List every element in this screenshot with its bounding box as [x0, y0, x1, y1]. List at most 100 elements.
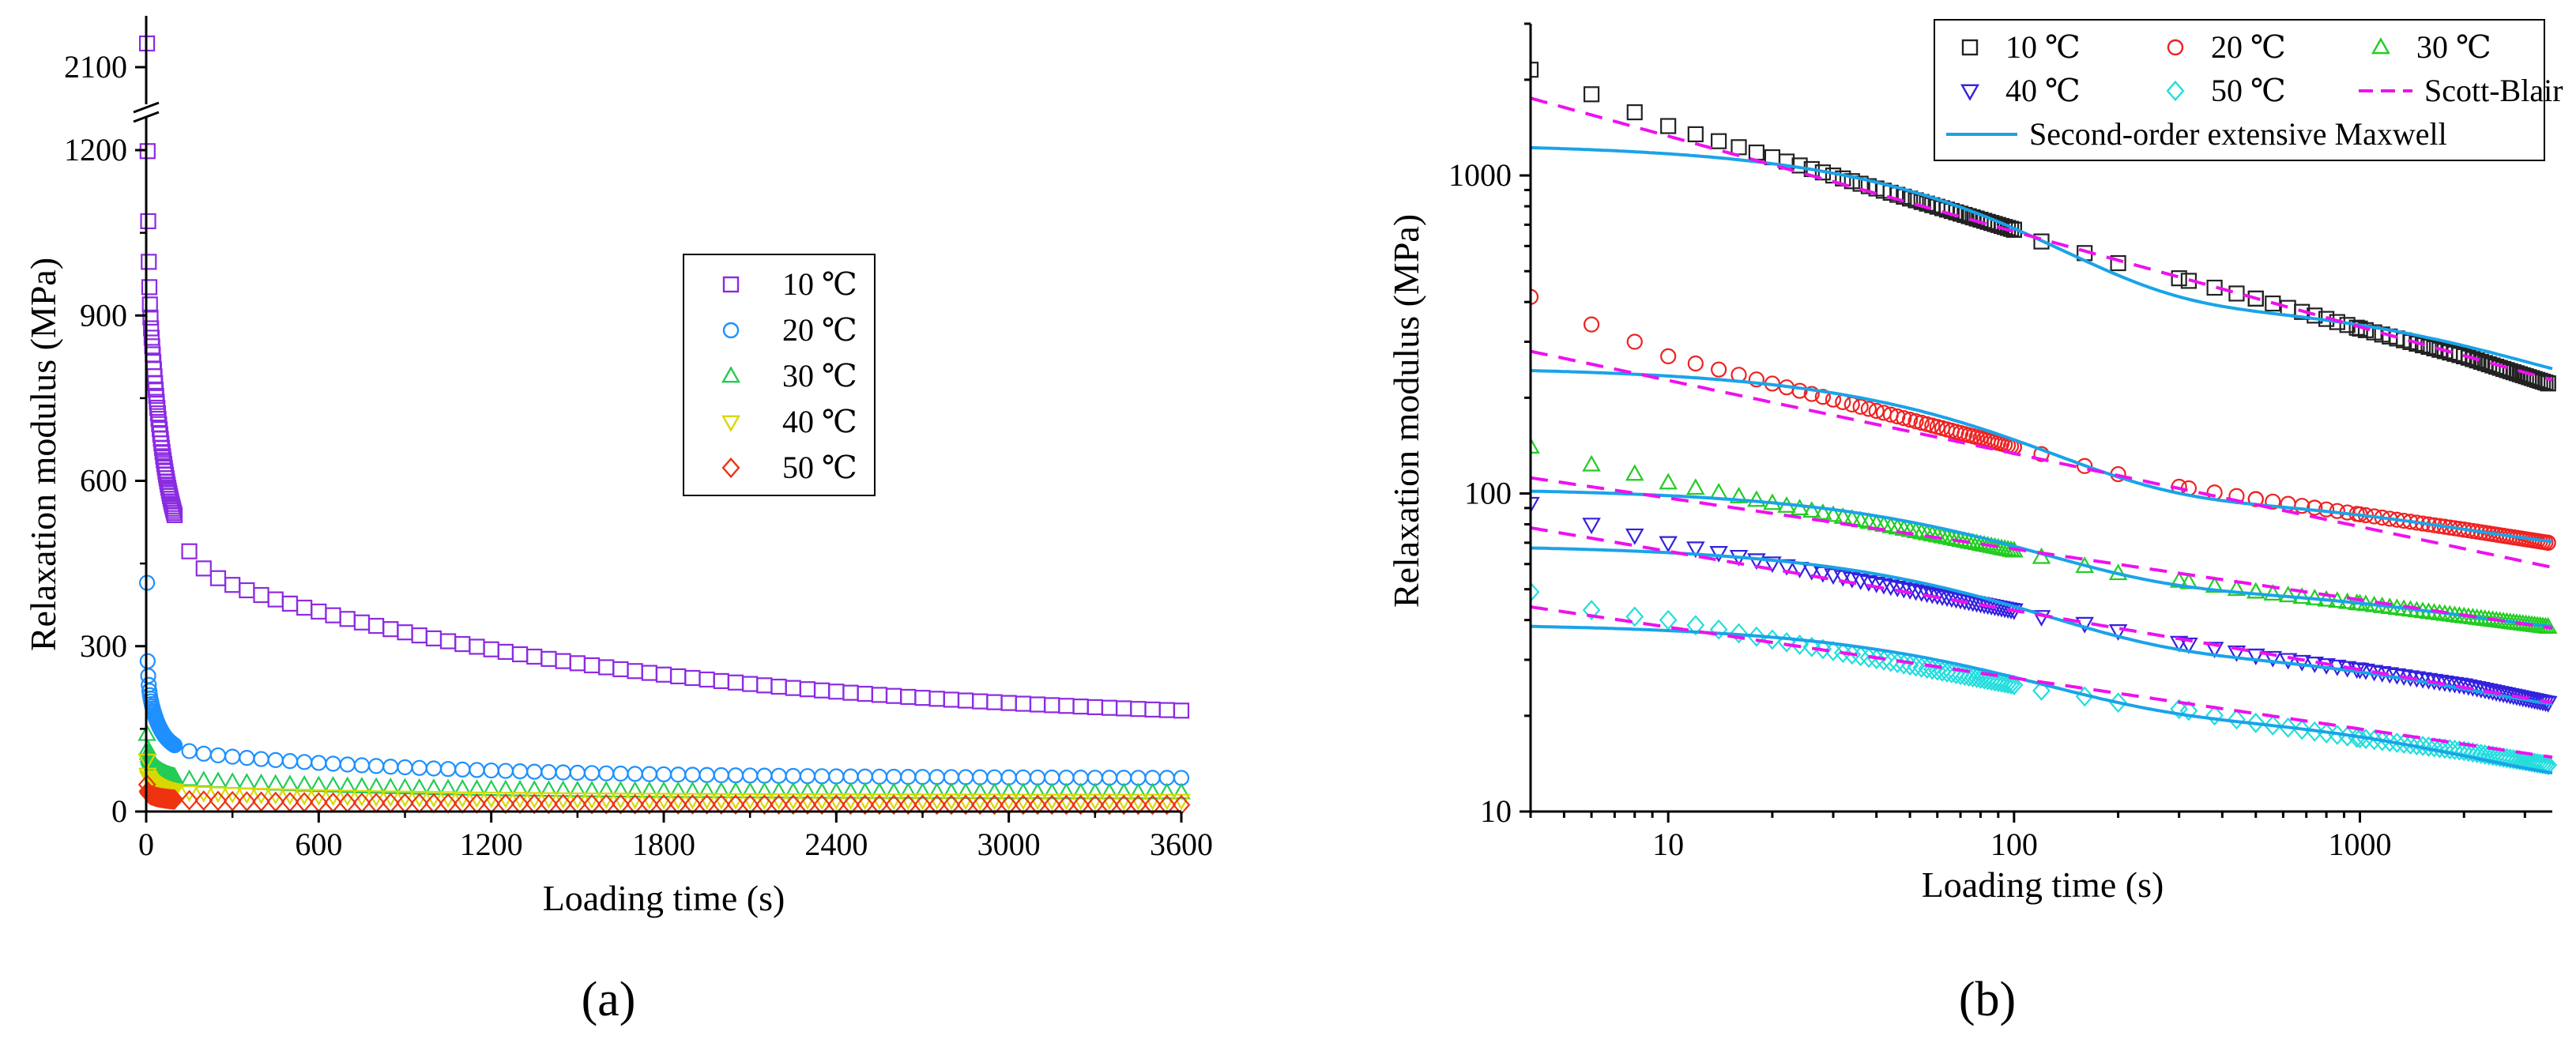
legend-marker: [721, 415, 740, 432]
data-point: [755, 794, 774, 815]
data-point: [1859, 647, 1878, 668]
data-point: [540, 793, 558, 815]
data-point: [598, 659, 615, 676]
data-point: [337, 776, 357, 793]
data-point: [1687, 126, 1704, 143]
data-point: [2247, 290, 2264, 307]
data-point: [2491, 747, 2510, 767]
data-point: [900, 769, 917, 785]
data-point: [143, 330, 160, 346]
panel-a-y-tick-label: 300: [80, 628, 127, 664]
data-point: [1086, 782, 1105, 800]
data-point: [483, 641, 499, 657]
data-point: [727, 767, 744, 784]
data-point: [397, 624, 413, 641]
data-point: [1791, 382, 1808, 399]
panel-b-data-marks: [1531, 62, 2558, 776]
data-point: [195, 745, 212, 762]
data-point: [237, 791, 256, 812]
data-point: [194, 785, 213, 803]
data-point: [1968, 668, 1986, 688]
data-point: [870, 794, 889, 815]
data-point: [972, 769, 989, 785]
data-point: [1582, 518, 1601, 535]
data-point: [140, 213, 156, 230]
data-point: [612, 661, 629, 678]
data-point: [1923, 525, 1942, 542]
data-point: [141, 296, 158, 313]
data-point: [927, 782, 947, 799]
data-point: [641, 766, 657, 782]
legend-label: 50 ℃: [2211, 73, 2286, 108]
data-point: [913, 782, 932, 799]
data-point: [194, 770, 213, 788]
data-point: [209, 570, 227, 586]
data-point: [1531, 437, 1540, 454]
data-point: [684, 794, 702, 815]
data-point: [1659, 609, 1678, 631]
data-point: [166, 737, 183, 754]
data-point: [1531, 288, 1539, 305]
data-point: [352, 777, 371, 793]
data-point: [555, 653, 571, 669]
scott-blair-fit-curve: [1531, 605, 2553, 759]
data-point: [2227, 645, 2246, 662]
data-point: [253, 586, 269, 604]
data-point: [1143, 782, 1162, 800]
data-point: [999, 782, 1019, 800]
data-point: [195, 560, 212, 577]
data-point: [986, 769, 1003, 785]
data-point: [942, 794, 961, 815]
data-point: [2408, 735, 2426, 755]
data-point: [295, 774, 314, 792]
data-point: [627, 766, 643, 782]
data-point: [886, 687, 902, 704]
data-point: [1172, 782, 1191, 800]
data-point: [1128, 782, 1148, 800]
data-point: [311, 603, 327, 620]
data-point: [900, 688, 917, 706]
data-point: [569, 655, 586, 672]
data-point: [267, 751, 284, 768]
data-point: [1835, 394, 1851, 410]
data-point: [2279, 717, 2298, 738]
panel-a-y-axis-title: Relaxation modulus (MPa): [23, 258, 63, 651]
data-point: [827, 781, 846, 799]
data-point: [2472, 744, 2491, 764]
legend-label: 30 ℃: [782, 358, 857, 394]
data-point: [2227, 579, 2246, 597]
data-point: [2292, 719, 2311, 740]
scott-blair-fit-curve: [1531, 96, 2553, 382]
data-point: [1057, 794, 1075, 815]
data-point: [1042, 782, 1062, 800]
data-point: [2205, 642, 2224, 659]
data-point: [150, 410, 167, 427]
data-point: [1868, 402, 1885, 420]
data-point: [1686, 541, 1705, 559]
data-point: [914, 769, 931, 785]
panel-a-x-tick-label: 3000: [977, 827, 1041, 862]
data-point: [626, 793, 644, 815]
scott-blair-fit-curve: [1531, 349, 2553, 569]
data-point: [654, 781, 673, 798]
data-point: [2540, 534, 2556, 551]
data-point: [1014, 782, 1033, 800]
panel-a-y-tick-label: 1200: [64, 132, 127, 168]
panel-b-x-tick-label: 10: [1652, 827, 1684, 862]
data-point: [2480, 744, 2499, 766]
panel-a-chart: 0 600 1200 1800 2400 3000 3600 0 300 600 900 1200 21…: [23, 16, 1213, 1026]
data-point: [870, 781, 889, 799]
data-point: [1100, 782, 1119, 800]
data-point: [1814, 389, 1831, 405]
data-point: [2278, 586, 2298, 603]
data-point: [2110, 254, 2126, 272]
data-point: [1709, 483, 1728, 499]
data-point: [497, 643, 514, 661]
data-point: [943, 691, 959, 708]
data-point: [2294, 498, 2310, 514]
data-point: [1911, 585, 1931, 602]
data-point: [223, 790, 242, 812]
data-point: [1860, 401, 1877, 417]
data-point: [2005, 674, 2024, 695]
data-point: [2413, 736, 2432, 756]
